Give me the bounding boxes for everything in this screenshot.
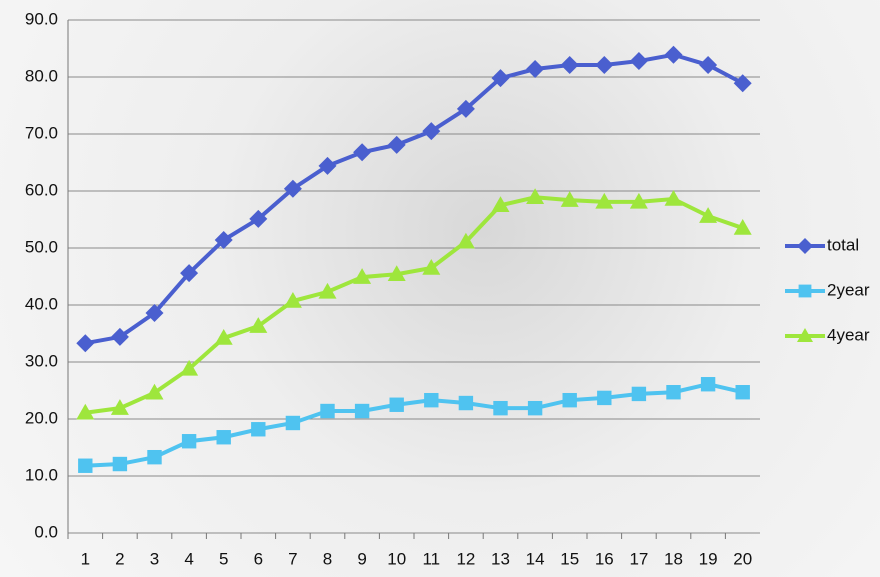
series-line bbox=[85, 195, 744, 415]
marker bbox=[422, 122, 441, 141]
x-tick-label: 20 bbox=[733, 549, 752, 568]
marker bbox=[387, 265, 406, 281]
marker bbox=[699, 207, 718, 223]
marker bbox=[735, 385, 750, 400]
y-tick-label: 40.0 bbox=[25, 294, 58, 313]
legend-label: 4year bbox=[827, 325, 870, 344]
marker bbox=[110, 327, 129, 346]
x-tick-label: 2 bbox=[115, 549, 124, 568]
marker bbox=[389, 397, 404, 412]
marker bbox=[733, 74, 752, 93]
x-tick-label: 6 bbox=[254, 549, 263, 568]
marker bbox=[78, 458, 93, 473]
marker bbox=[560, 191, 579, 207]
marker bbox=[249, 209, 268, 228]
marker bbox=[527, 400, 543, 416]
marker bbox=[214, 231, 233, 250]
marker bbox=[699, 56, 718, 75]
marker bbox=[318, 156, 337, 175]
y-tick-label: 20.0 bbox=[25, 408, 58, 427]
x-tick-label: 8 bbox=[323, 549, 332, 568]
marker bbox=[797, 238, 813, 254]
x-tick-label: 18 bbox=[664, 549, 683, 568]
marker bbox=[110, 399, 129, 415]
marker bbox=[387, 135, 406, 154]
marker bbox=[216, 430, 231, 445]
x-tick-label: 10 bbox=[387, 549, 406, 568]
x-tick-label: 12 bbox=[456, 549, 475, 568]
marker bbox=[353, 268, 372, 284]
x-tick-label: 9 bbox=[357, 549, 366, 568]
legend-label: total bbox=[827, 235, 859, 254]
marker bbox=[597, 390, 612, 406]
marker bbox=[422, 258, 441, 275]
marker bbox=[145, 383, 164, 400]
x-tick-label: 13 bbox=[491, 549, 510, 568]
marker bbox=[353, 143, 372, 162]
x-tick-label: 19 bbox=[699, 549, 718, 568]
y-tick-label: 80.0 bbox=[25, 66, 58, 85]
x-tick-label: 5 bbox=[219, 549, 228, 568]
marker bbox=[493, 400, 508, 416]
marker bbox=[664, 189, 683, 206]
x-tick-label: 17 bbox=[629, 549, 648, 568]
x-tick-label: 1 bbox=[81, 549, 90, 568]
marker bbox=[214, 329, 233, 345]
marker bbox=[283, 179, 302, 198]
marker bbox=[526, 60, 545, 79]
marker bbox=[320, 403, 335, 419]
x-tick-label: 4 bbox=[184, 549, 193, 568]
marker bbox=[285, 415, 301, 431]
marker bbox=[798, 284, 812, 298]
marker bbox=[733, 219, 752, 235]
marker bbox=[180, 264, 199, 283]
marker bbox=[180, 359, 199, 376]
marker bbox=[456, 99, 475, 118]
marker bbox=[562, 392, 577, 408]
marker bbox=[145, 303, 164, 322]
marker bbox=[251, 422, 266, 437]
y-tick-label: 90.0 bbox=[25, 9, 58, 28]
y-tick-label: 0.0 bbox=[34, 522, 58, 541]
marker bbox=[631, 386, 647, 402]
marker bbox=[560, 56, 579, 75]
y-tick-label: 50.0 bbox=[25, 237, 58, 256]
marker bbox=[664, 45, 683, 64]
marker bbox=[76, 334, 95, 353]
y-tick-label: 70.0 bbox=[25, 123, 58, 142]
legend-label: 2year bbox=[827, 280, 870, 299]
marker bbox=[491, 69, 510, 88]
y-tick-label: 30.0 bbox=[25, 351, 58, 370]
x-tick-label: 11 bbox=[422, 549, 440, 568]
marker bbox=[76, 403, 95, 420]
marker bbox=[629, 52, 648, 71]
marker bbox=[456, 232, 475, 249]
marker bbox=[424, 392, 439, 408]
marker bbox=[797, 328, 813, 342]
marker bbox=[595, 192, 614, 209]
x-tick-label: 7 bbox=[288, 549, 297, 568]
marker bbox=[112, 456, 128, 472]
marker bbox=[491, 196, 510, 212]
marker bbox=[666, 385, 681, 400]
marker bbox=[318, 282, 337, 299]
marker bbox=[181, 434, 197, 449]
marker bbox=[283, 292, 302, 308]
marker bbox=[249, 317, 268, 333]
series-line bbox=[84, 52, 744, 346]
marker bbox=[595, 56, 614, 75]
marker bbox=[629, 192, 648, 209]
x-tick-label: 15 bbox=[560, 549, 579, 568]
x-tick-label: 14 bbox=[526, 549, 545, 568]
x-tick-label: 16 bbox=[595, 549, 614, 568]
marker bbox=[147, 449, 162, 465]
marker bbox=[458, 395, 474, 411]
marker bbox=[526, 188, 545, 205]
y-tick-label: 60.0 bbox=[25, 180, 58, 199]
marker bbox=[700, 377, 716, 392]
marker bbox=[354, 403, 370, 419]
y-tick-label: 10.0 bbox=[25, 465, 58, 484]
x-tick-label: 3 bbox=[150, 549, 159, 568]
